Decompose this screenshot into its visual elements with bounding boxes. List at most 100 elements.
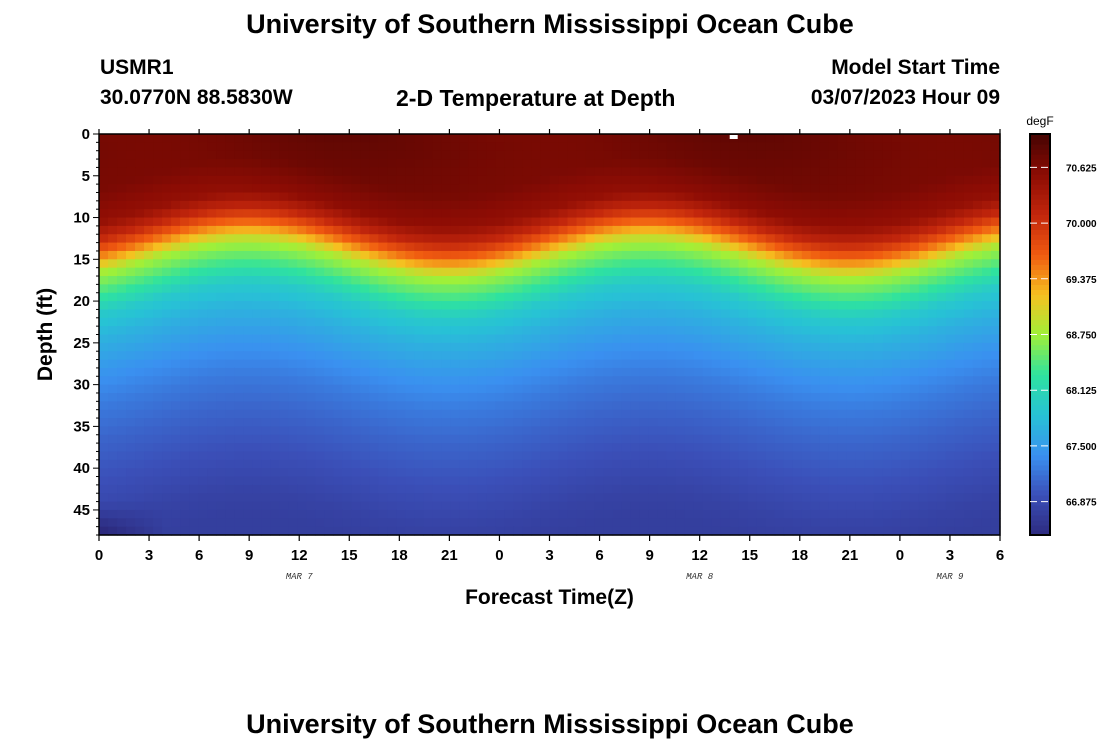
heatmap-cell bbox=[882, 159, 893, 169]
heatmap-cell bbox=[891, 493, 902, 503]
heatmap-cell bbox=[279, 451, 289, 461]
heatmap-cell bbox=[270, 317, 280, 327]
heatmap-cell bbox=[504, 334, 515, 344]
heatmap-cell bbox=[936, 326, 947, 336]
heatmap-cell bbox=[486, 518, 497, 528]
heatmap-cell bbox=[441, 159, 451, 169]
heatmap-cell bbox=[801, 292, 812, 302]
heatmap-cell bbox=[936, 359, 947, 369]
heatmap-cell bbox=[261, 509, 271, 519]
heatmap-cell bbox=[954, 484, 965, 494]
heatmap-cell bbox=[189, 351, 199, 361]
heatmap-cell bbox=[918, 459, 929, 469]
heatmap-cell bbox=[594, 167, 605, 177]
heatmap-cell bbox=[720, 326, 731, 336]
heatmap-cell bbox=[351, 301, 361, 311]
heatmap-cell bbox=[837, 134, 848, 143]
heatmap-cell bbox=[234, 242, 244, 252]
heatmap-cell bbox=[234, 200, 244, 210]
heatmap-cell bbox=[639, 317, 650, 327]
heatmap-cell bbox=[234, 234, 244, 244]
heatmap-cell bbox=[936, 301, 947, 311]
heatmap-cell bbox=[207, 301, 217, 311]
heatmap-cell bbox=[396, 376, 406, 386]
heatmap-cell bbox=[531, 418, 542, 427]
heatmap-cell bbox=[711, 167, 722, 177]
heatmap-cell bbox=[504, 284, 515, 294]
heatmap-cell bbox=[198, 451, 208, 461]
heatmap-cell bbox=[828, 292, 839, 302]
heatmap-cell bbox=[441, 434, 451, 444]
heatmap-cell bbox=[369, 242, 379, 252]
heatmap-cell bbox=[720, 426, 731, 436]
heatmap-cell bbox=[801, 342, 812, 352]
heatmap-cell bbox=[648, 526, 659, 536]
heatmap-cell bbox=[504, 342, 515, 352]
heatmap-cell bbox=[459, 267, 470, 277]
heatmap-cell bbox=[513, 192, 524, 202]
heatmap-cell bbox=[945, 326, 956, 336]
heatmap-cell bbox=[423, 367, 433, 377]
heatmap-cell bbox=[855, 493, 866, 503]
heatmap-cell bbox=[963, 284, 974, 294]
heatmap-cell bbox=[225, 276, 235, 285]
heatmap-cell bbox=[342, 451, 352, 461]
heatmap-cell bbox=[351, 501, 361, 511]
heatmap-cell bbox=[549, 167, 560, 177]
heatmap-cell bbox=[288, 384, 298, 394]
heatmap-cell bbox=[657, 217, 668, 227]
heatmap-cell bbox=[630, 359, 641, 369]
heatmap-cell bbox=[684, 242, 695, 252]
heatmap-cell bbox=[765, 426, 776, 436]
heatmap-cell bbox=[927, 175, 938, 185]
heatmap-cell bbox=[306, 351, 316, 361]
heatmap-cell bbox=[567, 526, 578, 536]
heatmap-cell bbox=[207, 451, 217, 461]
heatmap-cell bbox=[738, 225, 749, 235]
heatmap-cell bbox=[846, 334, 857, 344]
heatmap-cell bbox=[729, 184, 740, 194]
heatmap-cell bbox=[225, 159, 235, 169]
heatmap-cell bbox=[612, 509, 623, 519]
heatmap-cell bbox=[594, 242, 605, 252]
heatmap-cell bbox=[414, 468, 424, 478]
heatmap-cell bbox=[441, 217, 451, 227]
heatmap-cell bbox=[513, 443, 524, 453]
heatmap-cell bbox=[909, 192, 920, 202]
heatmap-cell bbox=[864, 184, 875, 194]
heatmap-cell bbox=[693, 359, 704, 369]
heatmap-cell bbox=[369, 443, 379, 453]
heatmap-cell bbox=[927, 342, 938, 352]
heatmap-cell bbox=[207, 493, 217, 503]
heatmap-cell bbox=[234, 359, 244, 369]
heatmap-cell bbox=[729, 468, 740, 478]
heatmap-cell bbox=[558, 317, 569, 327]
heatmap-cell bbox=[783, 509, 794, 519]
heatmap-cell bbox=[441, 518, 451, 528]
heatmap-cell bbox=[540, 150, 551, 160]
heatmap-cell bbox=[630, 518, 641, 528]
heatmap-cell bbox=[927, 209, 938, 219]
heatmap-cell bbox=[783, 443, 794, 453]
heatmap-cell bbox=[144, 418, 154, 427]
heatmap-cell bbox=[585, 434, 596, 444]
colorbar-cell bbox=[1030, 334, 1050, 341]
heatmap-cell bbox=[333, 476, 343, 486]
heatmap-cell bbox=[927, 409, 938, 419]
heatmap-cell bbox=[378, 459, 388, 469]
heatmap-cell bbox=[936, 367, 947, 377]
heatmap-cell bbox=[522, 301, 533, 311]
heatmap-cell bbox=[774, 526, 785, 536]
heatmap-cell bbox=[189, 443, 199, 453]
heatmap-cell bbox=[936, 384, 947, 394]
heatmap-cell bbox=[837, 434, 848, 444]
heatmap-cell bbox=[288, 276, 298, 285]
heatmap-cell bbox=[612, 259, 623, 269]
heatmap-cell bbox=[810, 426, 821, 436]
heatmap-cell bbox=[918, 134, 929, 143]
heatmap-cell bbox=[432, 518, 442, 528]
heatmap-cell bbox=[891, 250, 902, 260]
heatmap-cell bbox=[990, 484, 1001, 494]
heatmap-cell bbox=[819, 200, 830, 210]
heatmap-cell bbox=[675, 292, 686, 302]
